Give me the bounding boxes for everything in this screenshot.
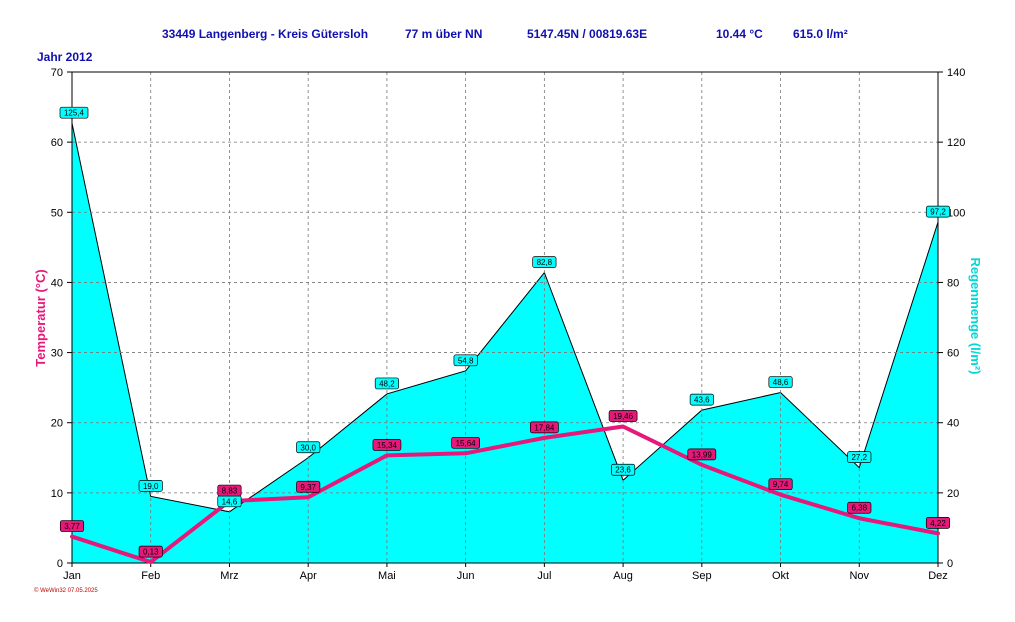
temperature-data-label-box	[451, 436, 480, 449]
temperature-data-label-box	[138, 545, 163, 558]
left-axis-title: Temperatur (°C)	[33, 269, 48, 366]
rain-data-label: 54,8	[458, 356, 474, 365]
x-axis-tick-label: Apr	[300, 570, 317, 582]
rain-data-label: 30,0	[300, 443, 316, 452]
plot-frame	[71, 71, 939, 564]
temperature-data-label: 8,83	[222, 487, 238, 496]
rain-data-label-box	[374, 377, 399, 390]
rain-data-label: 43,6	[694, 396, 710, 405]
x-axis-tick-label: Jan	[63, 570, 81, 582]
rain-data-label-box	[925, 205, 951, 218]
right-axis-tick-label: 120	[947, 137, 965, 149]
x-axis-tick-label: Dez	[928, 570, 948, 582]
left-axis-tick-label: 20	[51, 418, 63, 430]
left-axis-tick-label: 0	[57, 558, 63, 570]
rain-data-label: 23,6	[615, 466, 631, 475]
rain-area	[72, 123, 938, 563]
x-axis-tick-label: Mai	[378, 570, 396, 582]
temperature-data-label: 13,99	[692, 450, 713, 459]
station-altitude: 77 m über NN	[405, 27, 483, 41]
station-name: 33449 Langenberg - Kreis Gütersloh	[162, 27, 369, 41]
rain-data-label: 48,6	[773, 378, 789, 387]
rain-data-label: 97,2	[930, 208, 946, 217]
temperature-data-label: 15,64	[456, 439, 477, 448]
temperature-data-label: 6,38	[851, 504, 867, 513]
x-axis-tick-label: Jun	[457, 570, 475, 582]
year-label: Jahr 2012	[37, 50, 93, 64]
x-axis-tick-label: Jul	[537, 570, 551, 582]
left-axis-tick-label: 70	[51, 67, 63, 79]
right-axis-tick-label: 40	[947, 418, 959, 430]
rain-data-label: 125,4	[64, 109, 85, 118]
total-rainfall: 615.0 l/m²	[793, 27, 848, 41]
x-axis-tick-label: Feb	[141, 570, 160, 582]
rain-data-label: 82,8	[537, 258, 553, 267]
rain-data-label-box	[847, 451, 872, 463]
temperature-data-label-box	[687, 448, 717, 461]
left-axis-tick-label: 30	[51, 348, 63, 360]
right-axis-tick-label: 80	[947, 277, 959, 289]
temperature-data-label-box	[768, 478, 793, 491]
rain-data-label-box	[532, 256, 557, 268]
left-axis-tick-label: 50	[51, 207, 63, 219]
x-axis-tick-label: Sep	[692, 570, 712, 582]
x-axis-tick-label: Nov	[849, 570, 869, 582]
right-axis-title: Regenmenge (l/m²)	[968, 257, 983, 374]
rain-data-label: 48,2	[379, 379, 395, 388]
right-axis-tick-label: 140	[947, 67, 965, 79]
temperature-data-label-box	[372, 439, 402, 451]
right-axis-tick-label: 20	[947, 488, 959, 500]
left-axis-tick-label: 60	[51, 137, 63, 149]
right-axis-tick-label: 0	[947, 558, 953, 570]
left-axis-tick-label: 10	[51, 488, 63, 500]
station-coordinates: 5147.45N / 00819.63E	[527, 27, 648, 41]
mean-temperature: 10.44 °C	[716, 27, 763, 41]
temperature-line	[70, 424, 940, 565]
rain-data-label: 27,2	[851, 453, 867, 462]
temperature-data-label: 3,77	[64, 522, 80, 531]
temperature-data-label-box	[296, 480, 321, 493]
temperature-data-label: 9,74	[773, 480, 789, 489]
rain-data-label-box	[611, 463, 636, 476]
x-axis-tick-label: Mrz	[220, 570, 238, 582]
software-credit: © WeWin32 07.05.2025	[34, 588, 98, 594]
bottom-strip	[0, 612, 1015, 622]
temperature-data-label: 17,84	[534, 423, 555, 432]
rain-data-label-box	[689, 393, 714, 406]
rain-data-label-box	[296, 441, 321, 454]
x-axis-tick-label: Okt	[772, 570, 789, 582]
temperature-data-label: 0,13	[143, 548, 159, 557]
rain-data-label: 19,0	[143, 482, 159, 491]
right-axis-tick-label: 100	[947, 207, 965, 219]
temperature-data-label: 4,22	[930, 519, 946, 528]
left-axis-tick-label: 40	[51, 277, 63, 289]
rain-data-label-box	[768, 376, 793, 388]
temperature-data-label: 15,34	[377, 441, 398, 450]
temperature-data-label: 9,37	[300, 483, 316, 492]
right-axis-tick-label: 60	[947, 348, 959, 360]
rain-data-label: 14,6	[222, 497, 238, 506]
rain-data-label-box	[453, 354, 478, 367]
temperature-data-label-box	[530, 421, 559, 434]
temperature-data-label-box	[217, 484, 242, 497]
temperature-data-label: 19,46	[613, 412, 634, 421]
temperature-data-label-box	[59, 520, 85, 532]
temperature-data-label-box	[847, 501, 872, 514]
temperature-data-label-box	[925, 517, 951, 529]
x-axis-tick-label: Aug	[613, 570, 633, 582]
rain-data-label-box	[138, 480, 163, 492]
rain-data-label-box	[59, 106, 89, 119]
temperature-data-label-box	[608, 410, 638, 422]
